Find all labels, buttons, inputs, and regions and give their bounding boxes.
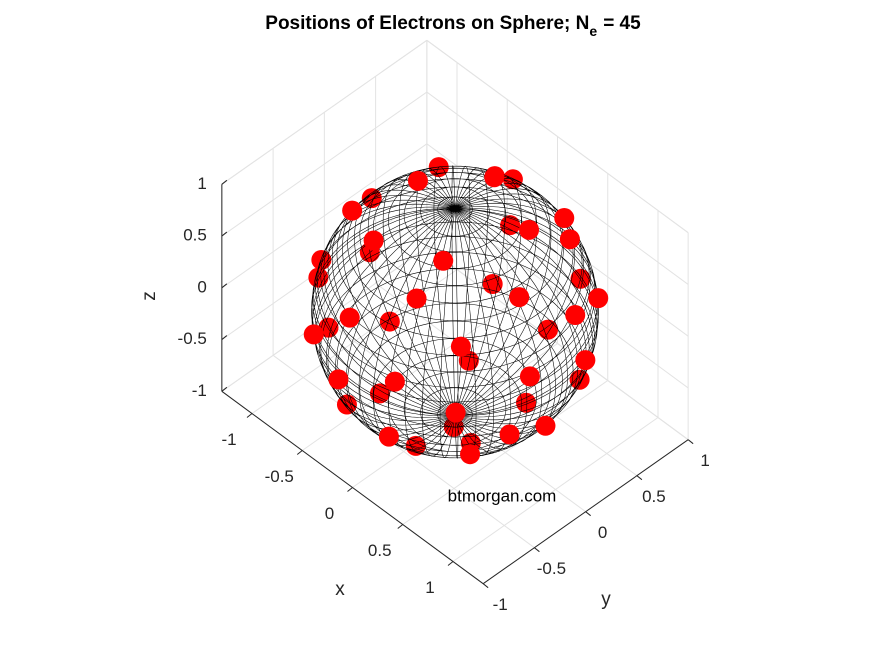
x-tick-label: -1 [221, 430, 236, 449]
title-suffix: = 45 [603, 13, 641, 34]
z-tick [221, 386, 228, 392]
electron [303, 324, 324, 345]
title-text: Positions of Electrons on Sphere; N [265, 13, 589, 34]
x-tick [447, 561, 454, 566]
electron [482, 273, 503, 294]
z-tick-label: -1 [192, 381, 207, 400]
chart-title: Positions of Electrons on Sphere; Ne = 45 [265, 13, 641, 39]
y-tick [687, 439, 694, 445]
grid-line [375, 282, 638, 477]
electron [378, 426, 399, 447]
electron [499, 424, 520, 445]
y-axis-label: y [601, 589, 611, 610]
electron [450, 336, 471, 357]
title-subscript: e [589, 23, 597, 39]
electron [342, 200, 363, 221]
electron [554, 208, 575, 229]
electron [379, 311, 400, 332]
x-tick-label: 1 [425, 578, 434, 597]
y-tick-label: 0 [598, 523, 607, 542]
z-tick [221, 283, 228, 289]
electron [519, 219, 540, 240]
grid-line [221, 39, 428, 185]
y-tick [585, 511, 591, 517]
electron [519, 366, 540, 387]
y-tick-label: 0.5 [642, 487, 666, 506]
electron [406, 288, 427, 309]
electron [575, 350, 596, 371]
z-tick [221, 231, 228, 237]
grid-line [426, 195, 689, 389]
z-tick [221, 179, 228, 185]
grid-line [426, 246, 689, 441]
electron [509, 287, 530, 308]
y-tick [636, 475, 643, 481]
x-tick-label: 0.5 [368, 541, 392, 560]
x-tick [296, 450, 303, 455]
z-tick-label: 0.5 [183, 226, 207, 245]
grid-line [272, 354, 535, 549]
grid-line [221, 91, 428, 237]
electron [445, 402, 466, 423]
electron [339, 307, 360, 328]
x-tick [397, 524, 404, 529]
electron [433, 250, 454, 271]
electron [565, 305, 586, 326]
electron [588, 288, 609, 309]
y-tick-label: -0.5 [537, 559, 566, 578]
electron [308, 267, 329, 288]
electron [484, 167, 505, 188]
electron [363, 230, 384, 251]
grid-line [426, 91, 689, 285]
x-axis-label: x [335, 579, 345, 600]
z-tick [221, 335, 228, 340]
x-tick-label: 0 [325, 504, 334, 523]
z-axis-label: z [139, 291, 160, 301]
z-tick-label: -0.5 [178, 329, 207, 348]
electron [559, 229, 580, 250]
x-tick-label: -0.5 [265, 467, 294, 486]
z-tick-label: 0 [197, 277, 206, 296]
z-tick-label: 1 [197, 174, 206, 193]
electron [328, 369, 349, 390]
watermark: btmorgan.com [448, 486, 557, 505]
y-tick [534, 547, 540, 553]
y-tick-label: 1 [700, 451, 709, 470]
electron [407, 170, 428, 191]
grid-line [426, 39, 689, 234]
electron [384, 371, 405, 392]
grid-line [221, 143, 428, 289]
x-tick [347, 487, 353, 492]
y-tick [482, 583, 489, 589]
electron [460, 444, 481, 465]
electron [538, 319, 559, 340]
electron [516, 392, 537, 413]
electron [535, 415, 556, 436]
x-tick [246, 413, 253, 418]
y-tick-label: -1 [493, 595, 508, 614]
